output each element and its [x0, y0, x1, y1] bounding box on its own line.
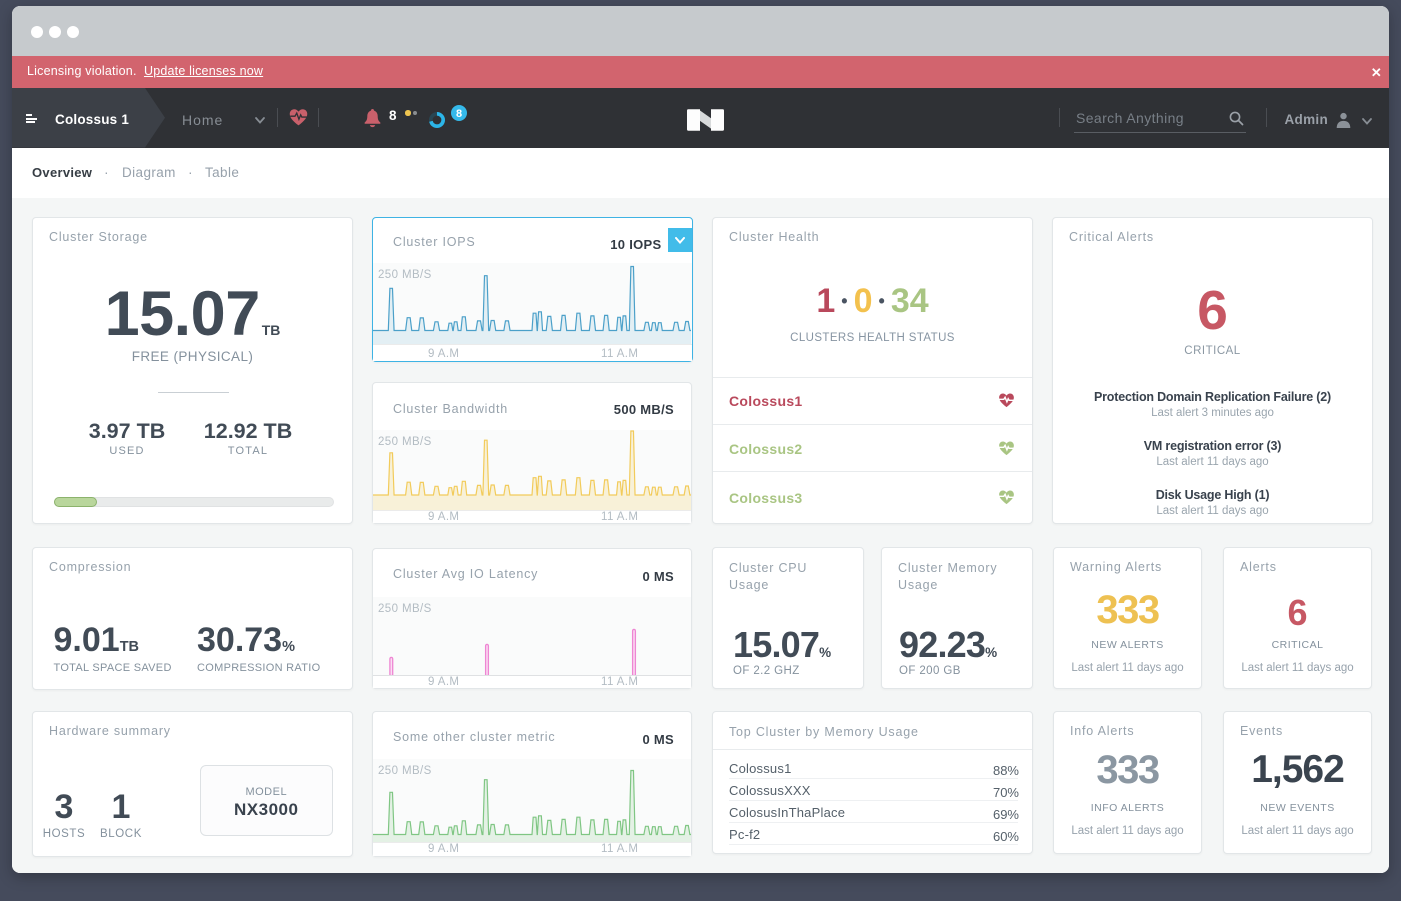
- svg-text:8: 8: [456, 108, 462, 120]
